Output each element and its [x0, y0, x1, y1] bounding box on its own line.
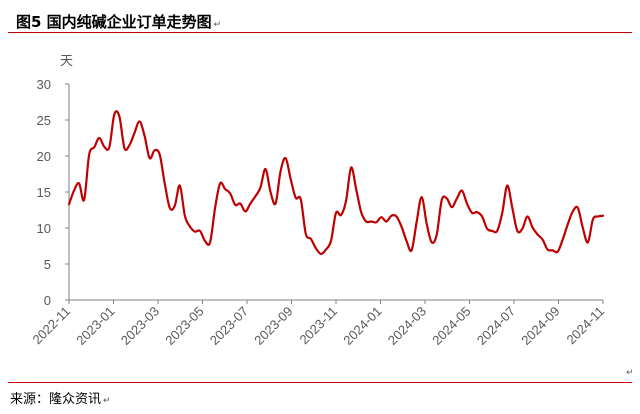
y-axis-label: 天: [60, 54, 73, 69]
series-line: [67, 110, 605, 256]
x-tick-label: 2024-09: [518, 304, 562, 348]
bottom-rule: [8, 382, 632, 383]
paragraph-mark-icon: ↵: [213, 20, 222, 30]
y-tick-label: 20: [37, 149, 51, 164]
x-tick-label: 2024-11: [563, 304, 607, 348]
y-tick-label: 30: [37, 77, 51, 92]
chart-title-text: 图5 国内纯碱企业订单走势图: [16, 13, 212, 31]
x-tick-label: 2024-05: [429, 304, 473, 348]
x-tick-label: 2022-11: [29, 304, 73, 348]
title-bar: 图5 国内纯碱企业订单走势图 ↵: [8, 8, 632, 32]
x-tick-label: 2023-03: [118, 304, 162, 348]
chart-title: 图5 国内纯碱企业订单走势图 ↵: [16, 11, 221, 32]
source-note: 来源：隆众资讯 ↵: [10, 388, 111, 407]
y-tick-label: 5: [44, 257, 51, 272]
y-tick-label: 15: [37, 185, 51, 200]
x-tick-label: 2023-05: [162, 304, 206, 348]
y-tick-label: 25: [37, 113, 51, 128]
x-tick-label: 2024-07: [474, 304, 518, 348]
y-tick-label: 0: [44, 293, 51, 308]
source-text: 来源：隆众资讯: [10, 392, 102, 407]
top-rule: [8, 32, 632, 33]
x-tick-label: 2023-09: [251, 304, 295, 348]
x-tick-label: 2024-01: [340, 304, 384, 348]
paragraph-mark-icon: ↵: [626, 368, 634, 378]
y-tick-label: 10: [37, 221, 51, 236]
paragraph-mark-icon: ↵: [103, 396, 111, 406]
x-tick-label: 2023-07: [207, 304, 251, 348]
x-tick-label: 2023-01: [73, 304, 117, 348]
x-tick-label: 2023-11: [296, 304, 340, 348]
x-tick-label: 2024-03: [385, 304, 429, 348]
